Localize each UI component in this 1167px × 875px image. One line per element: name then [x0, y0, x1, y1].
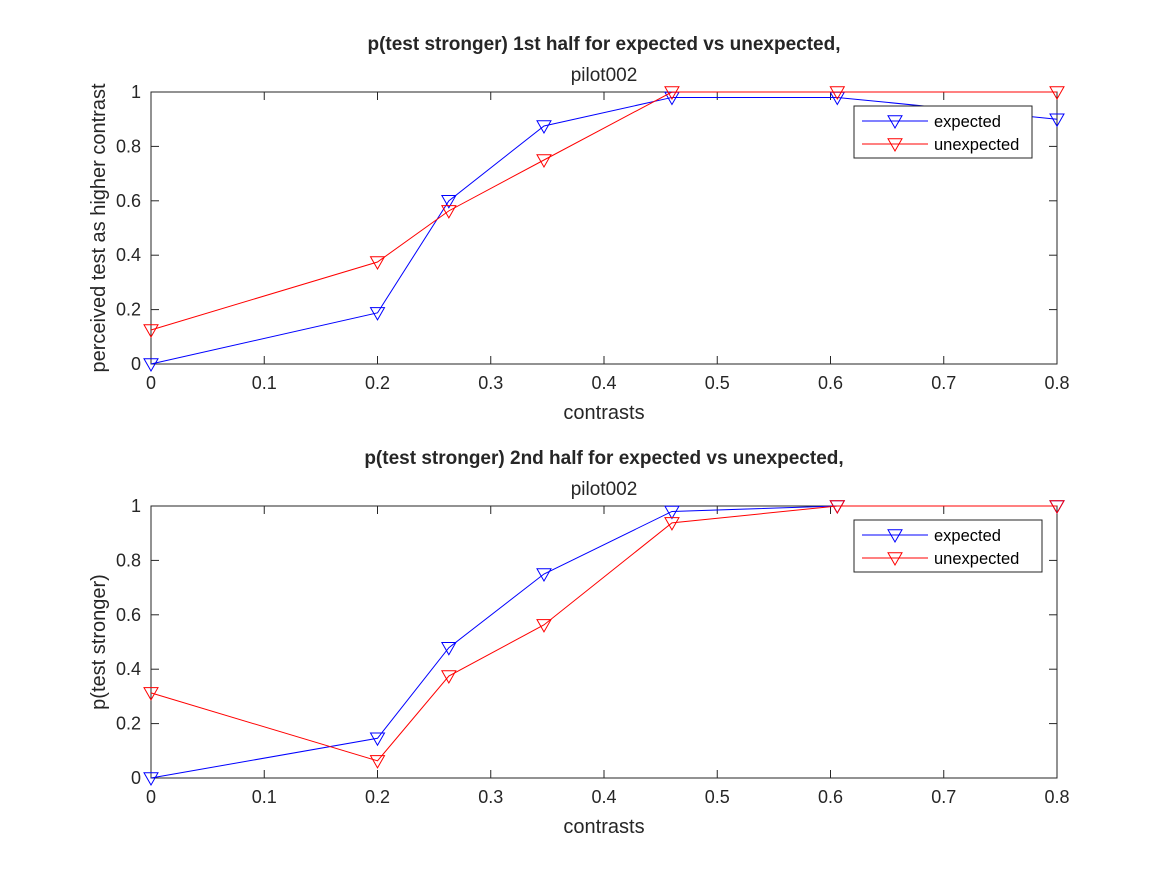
data-point-expected	[536, 568, 552, 583]
x-axis-label: contrasts	[563, 816, 644, 838]
data-point-expected	[440, 641, 457, 656]
y-tick-label: 0.6	[116, 191, 141, 211]
data-point-expected	[536, 120, 552, 135]
series-line-unexpected	[150, 91, 1057, 331]
series-unexpected	[143, 86, 1065, 339]
legend-label-unexpected: unexpected	[934, 136, 1019, 154]
series-line-unexpected	[150, 505, 1057, 762]
legend-label-expected: expected	[934, 527, 1001, 545]
y-tick-label: 0.8	[116, 550, 141, 570]
y-tick-label: 0.4	[116, 659, 141, 679]
data-point-expected	[1049, 113, 1065, 128]
data-point-unexpected	[664, 86, 680, 101]
chart-subtitle: pilot002	[571, 65, 638, 86]
data-point-unexpected	[536, 619, 552, 633]
data-point-expected	[143, 772, 159, 787]
legend-marker-unexpected	[887, 138, 903, 153]
y-tick-label: 0.8	[116, 136, 141, 156]
data-point-unexpected	[1049, 86, 1065, 101]
legend-marker-unexpected	[887, 552, 903, 567]
legend-marker-expected	[887, 529, 903, 544]
series-unexpected	[143, 500, 1065, 769]
series-line-expected	[150, 96, 1058, 365]
x-tick-label: 0.8	[1044, 373, 1069, 393]
x-axis-label: contrasts	[563, 402, 644, 424]
y-tick-label: 0	[131, 768, 141, 788]
chart-subtitle: pilot002	[571, 479, 638, 500]
legend-label-expected: expected	[934, 113, 1001, 131]
y-tick-label: 0.2	[116, 714, 141, 734]
legend: expected unexpected	[853, 105, 1033, 159]
y-tick-label: 0	[131, 354, 141, 374]
x-tick-label: 0.1	[252, 373, 277, 393]
data-point-unexpected	[143, 324, 159, 339]
data-point-unexpected	[664, 517, 680, 531]
x-tick-label: 0.7	[931, 787, 956, 807]
x-tick-label: 0.2	[365, 373, 390, 393]
y-tick-label: 1	[131, 82, 141, 102]
x-tick-label: 0.6	[818, 373, 843, 393]
x-tick-label: 0.4	[591, 373, 616, 393]
y-axis-label: p(test stronger)	[88, 574, 110, 710]
x-tick-label: 0.5	[705, 787, 730, 807]
x-tick-label: 0.4	[591, 787, 616, 807]
data-point-unexpected	[1049, 500, 1065, 515]
legend: expected unexpected	[853, 519, 1043, 573]
chart-panel-2: 0 0.1 0.2 0.3 0.4 0.5 0.6 0.7 0.8 0 0.2 0.4 0.6 0.8 1 p…	[88, 448, 1070, 838]
data-point-unexpected	[440, 205, 457, 219]
data-point-expected	[440, 195, 457, 209]
data-point-expected	[369, 307, 386, 321]
x-tick-label: 0.8	[1044, 787, 1069, 807]
chart-panel-1: 0 0.1 0.2 0.3 0.4 0.5 0.6 0.7 0.8 0 0.2 0.4 0.6 0.8 1 p…	[88, 34, 1070, 424]
x-tick-label: 0.6	[818, 787, 843, 807]
y-tick-label: 0.2	[116, 300, 141, 320]
x-tick-label: 0.2	[365, 787, 390, 807]
legend-marker-expected	[887, 115, 903, 130]
x-tick-label: 0.7	[931, 373, 956, 393]
data-point-unexpected	[143, 687, 159, 701]
x-tick-label: 0.3	[478, 373, 503, 393]
data-point-unexpected	[829, 500, 846, 515]
legend-label-unexpected: unexpected	[934, 550, 1019, 568]
y-axis-label: perceived test as higher contrast	[88, 83, 110, 372]
data-point-unexpected	[369, 256, 386, 271]
series-expected	[143, 91, 1065, 373]
data-point-unexpected	[829, 86, 846, 101]
data-point-expected	[664, 505, 680, 520]
chart-title: p(test stronger) 1st half for expected v…	[367, 34, 840, 55]
x-tick-label: 0.3	[478, 787, 503, 807]
y-tick-label: 0.4	[116, 245, 141, 265]
data-point-expected	[143, 358, 159, 373]
legend-box	[853, 519, 1043, 573]
x-tick-label: 0	[146, 373, 156, 393]
y-tick-label: 0.6	[116, 605, 141, 625]
data-point-unexpected	[536, 154, 552, 169]
x-tick-label: 0.1	[252, 787, 277, 807]
x-tick-label: 0.5	[705, 373, 730, 393]
data-point-expected	[369, 732, 386, 747]
y-tick-label: 1	[131, 496, 141, 516]
legend-box	[853, 105, 1033, 159]
chart-title: p(test stronger) 2nd half for expected v…	[364, 448, 843, 469]
data-point-unexpected	[369, 755, 386, 769]
x-tick-label: 0	[146, 787, 156, 807]
data-point-unexpected	[440, 670, 457, 685]
